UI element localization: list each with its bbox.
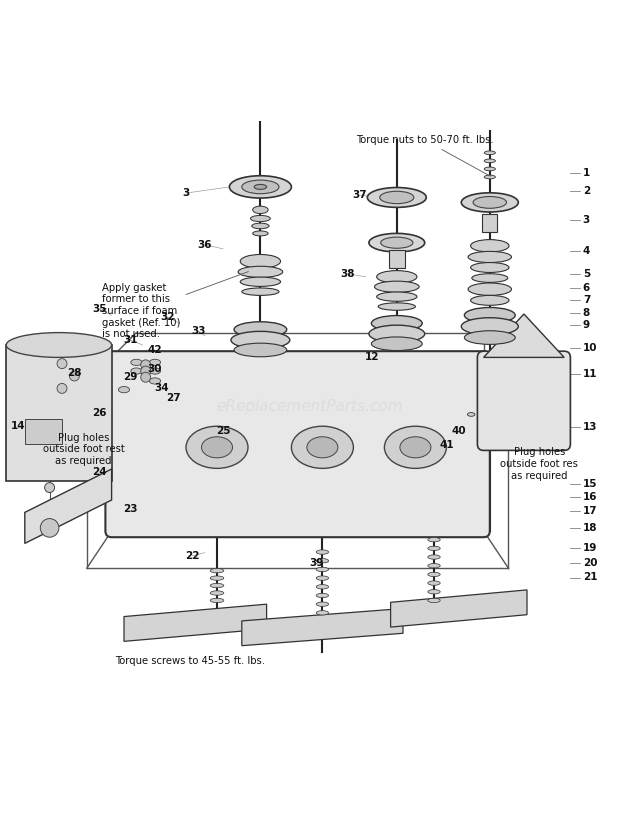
Polygon shape xyxy=(25,469,112,544)
Text: 33: 33 xyxy=(191,326,206,336)
Ellipse shape xyxy=(254,185,267,190)
Circle shape xyxy=(40,519,59,537)
Ellipse shape xyxy=(428,555,440,559)
Ellipse shape xyxy=(234,322,286,337)
Text: 21: 21 xyxy=(583,572,597,583)
Ellipse shape xyxy=(371,337,422,351)
FancyBboxPatch shape xyxy=(105,351,490,537)
Ellipse shape xyxy=(238,266,283,278)
Ellipse shape xyxy=(253,231,268,236)
Ellipse shape xyxy=(252,223,269,229)
Ellipse shape xyxy=(149,368,161,374)
Ellipse shape xyxy=(316,610,329,615)
Text: 3: 3 xyxy=(583,215,590,225)
Text: 10: 10 xyxy=(583,343,597,353)
Text: 38: 38 xyxy=(340,269,355,278)
Text: Torque nuts to 50-70 ft. lbs.: Torque nuts to 50-70 ft. lbs. xyxy=(356,135,494,177)
FancyBboxPatch shape xyxy=(477,351,570,450)
Bar xyxy=(389,250,405,268)
Text: 15: 15 xyxy=(583,479,597,489)
Ellipse shape xyxy=(428,589,440,594)
Ellipse shape xyxy=(118,387,130,392)
Text: 19: 19 xyxy=(583,544,597,554)
Ellipse shape xyxy=(316,593,329,597)
Ellipse shape xyxy=(471,295,509,305)
Ellipse shape xyxy=(468,283,512,295)
Ellipse shape xyxy=(369,325,425,343)
Ellipse shape xyxy=(210,591,224,595)
Text: eReplacementParts.com: eReplacementParts.com xyxy=(216,400,404,414)
Text: Apply gasket
former to this
surface if foam
gasket (Ref. 10)
is not used.: Apply gasket former to this surface if f… xyxy=(102,272,249,339)
Ellipse shape xyxy=(316,576,329,580)
Ellipse shape xyxy=(464,330,515,344)
Text: 16: 16 xyxy=(583,492,597,502)
Circle shape xyxy=(69,371,79,381)
Text: 30: 30 xyxy=(148,364,162,374)
Text: 4: 4 xyxy=(583,246,590,256)
Text: 41: 41 xyxy=(439,440,454,450)
Circle shape xyxy=(57,383,67,393)
Text: 36: 36 xyxy=(197,239,212,250)
Ellipse shape xyxy=(384,427,446,468)
Ellipse shape xyxy=(374,281,419,292)
Text: 23: 23 xyxy=(123,505,138,514)
Circle shape xyxy=(57,359,67,369)
Text: 22: 22 xyxy=(185,551,200,561)
Ellipse shape xyxy=(428,546,440,550)
Ellipse shape xyxy=(464,308,515,323)
Ellipse shape xyxy=(242,180,279,194)
Text: 12: 12 xyxy=(365,352,379,362)
Bar xyxy=(25,419,62,444)
Ellipse shape xyxy=(6,333,112,357)
Ellipse shape xyxy=(240,255,280,268)
Text: 42: 42 xyxy=(148,345,162,355)
Ellipse shape xyxy=(291,427,353,468)
Ellipse shape xyxy=(210,598,224,602)
Ellipse shape xyxy=(231,331,290,348)
Text: 11: 11 xyxy=(583,369,597,379)
Text: Plug holes
outside foot rest
as required: Plug holes outside foot rest as required xyxy=(43,432,125,466)
Ellipse shape xyxy=(428,537,440,542)
Text: 8: 8 xyxy=(583,308,590,317)
Bar xyxy=(482,213,497,232)
Ellipse shape xyxy=(484,175,495,179)
Ellipse shape xyxy=(316,602,329,606)
Ellipse shape xyxy=(428,598,440,602)
Ellipse shape xyxy=(381,237,413,248)
Text: 2: 2 xyxy=(583,186,590,196)
Text: 32: 32 xyxy=(160,312,175,322)
Ellipse shape xyxy=(371,316,422,331)
Ellipse shape xyxy=(202,437,232,457)
Polygon shape xyxy=(391,590,527,627)
Ellipse shape xyxy=(210,584,224,588)
Text: 14: 14 xyxy=(11,421,26,431)
Polygon shape xyxy=(484,314,564,357)
Text: 17: 17 xyxy=(583,506,598,516)
Text: 27: 27 xyxy=(166,392,181,403)
Ellipse shape xyxy=(461,317,518,335)
Text: 34: 34 xyxy=(154,383,169,393)
Ellipse shape xyxy=(307,437,338,457)
Ellipse shape xyxy=(379,191,414,204)
Text: Plug holes
outside foot res
as required: Plug holes outside foot res as required xyxy=(500,448,578,480)
Text: 5: 5 xyxy=(583,269,590,278)
Circle shape xyxy=(45,483,55,492)
Ellipse shape xyxy=(234,344,286,357)
Text: Torque screws to 45-55 ft. lbs.: Torque screws to 45-55 ft. lbs. xyxy=(115,656,265,666)
Ellipse shape xyxy=(461,193,518,212)
Ellipse shape xyxy=(484,167,495,171)
Text: 9: 9 xyxy=(583,320,590,330)
Ellipse shape xyxy=(242,288,279,295)
Text: 31: 31 xyxy=(123,335,138,345)
Text: 28: 28 xyxy=(67,368,82,378)
Text: 40: 40 xyxy=(451,426,466,435)
Ellipse shape xyxy=(428,563,440,568)
Ellipse shape xyxy=(484,159,495,163)
Polygon shape xyxy=(124,604,267,641)
Text: 35: 35 xyxy=(92,304,107,314)
Text: 26: 26 xyxy=(92,408,107,418)
Text: 20: 20 xyxy=(583,558,597,568)
Ellipse shape xyxy=(149,359,161,365)
Text: 29: 29 xyxy=(123,372,138,383)
Ellipse shape xyxy=(377,292,417,301)
